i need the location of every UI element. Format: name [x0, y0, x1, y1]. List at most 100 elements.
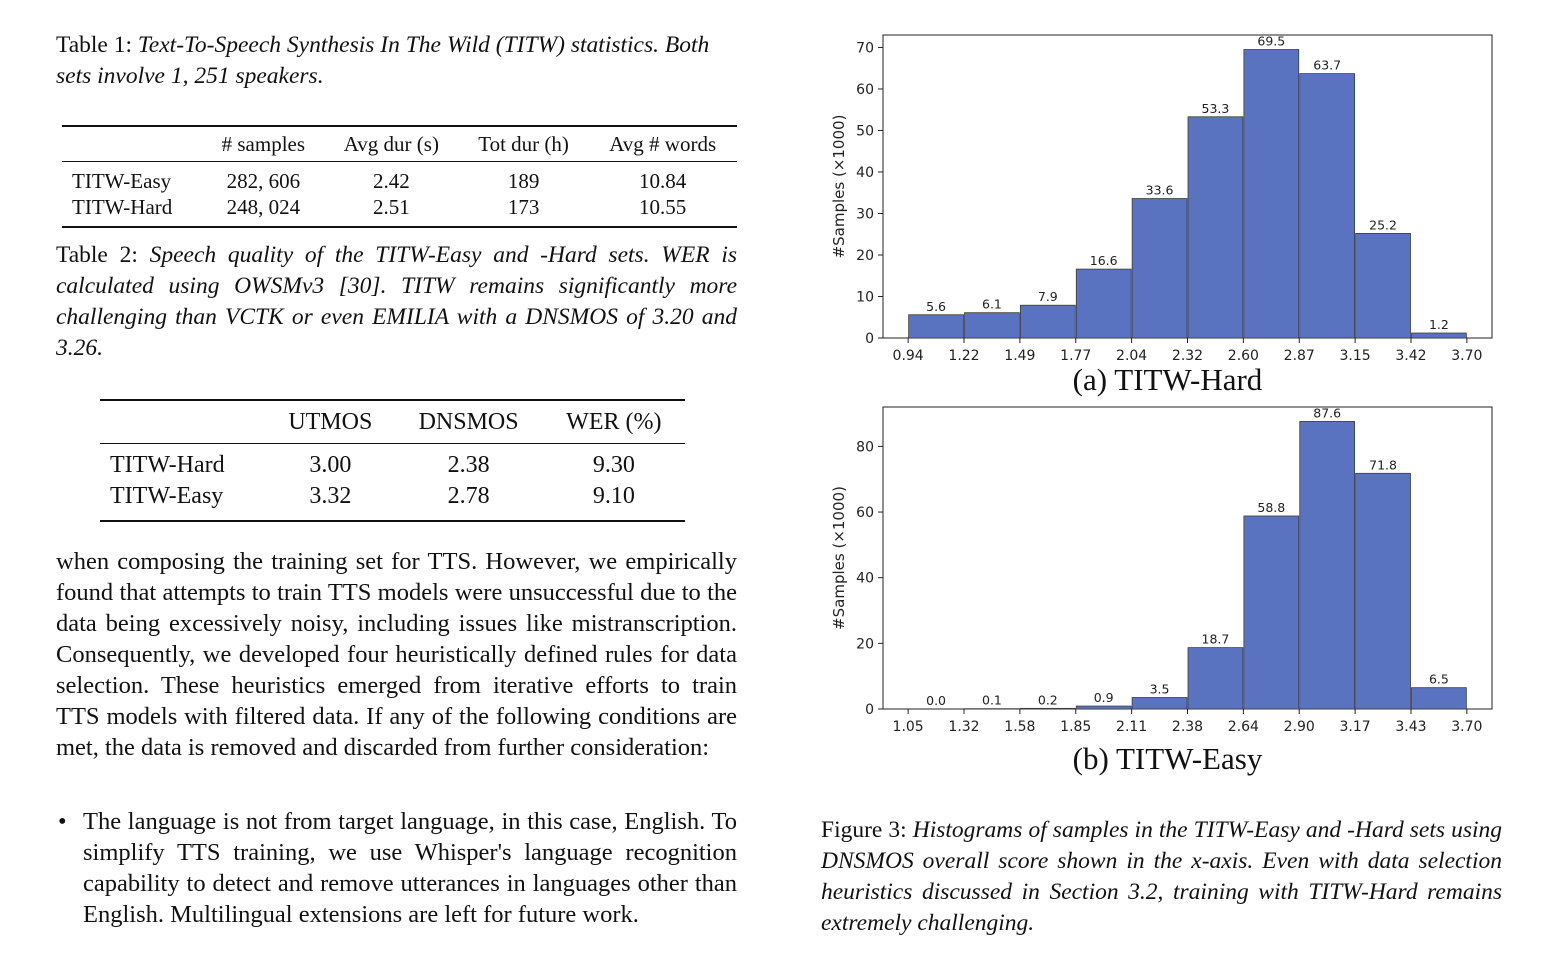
statistics-table: # samples Avg dur (s) Tot dur (h) Avg # …	[62, 125, 737, 228]
quality-table: UTMOS DNSMOS WER (%) TITW-Hard 3.00 2.38…	[100, 399, 685, 522]
table-cell: 2.38	[447, 452, 490, 478]
histogram-bar	[1131, 198, 1188, 339]
table-cell: TITW-Easy	[72, 168, 172, 193]
bar-value-label: 63.7	[1313, 58, 1341, 73]
table2-header-utmos: UTMOS	[288, 408, 373, 435]
table1-header-tot-dur: Tot dur (h)	[478, 131, 569, 156]
histogram-bar	[1075, 705, 1132, 710]
x-tick-label: 3.17	[1340, 719, 1371, 735]
x-tick-label: 1.58	[1004, 719, 1035, 735]
x-tick-label: 1.85	[1060, 719, 1091, 735]
table-cell: 3.32	[309, 483, 352, 509]
histogram-bar	[1019, 707, 1076, 710]
bullet-item: • The language is not from target langua…	[56, 806, 737, 930]
table-cell: 9.10	[592, 483, 635, 509]
histogram-bar	[1187, 647, 1244, 710]
table1-caption: Table 1: Text-To-Speech Synthesis In The…	[56, 30, 737, 92]
table-cell: TITW-Hard	[110, 452, 225, 478]
y-tick-label: 30	[856, 206, 874, 222]
y-tick-label: 50	[856, 123, 874, 139]
y-tick-label: 20	[856, 248, 874, 264]
bar-value-label: 16.6	[1090, 253, 1118, 268]
y-axis-label: #Samples (×1000)	[830, 486, 848, 630]
table-cell: 248, 024	[226, 194, 301, 219]
x-tick-label: 1.05	[893, 719, 924, 735]
x-tick-label: 2.64	[1228, 719, 1259, 735]
histogram-bar	[1355, 472, 1411, 710]
y-tick-label: 0	[865, 331, 874, 347]
table-cell: TITW-Hard	[72, 194, 173, 219]
table-cell: TITW-Easy	[110, 483, 224, 509]
figure-caption-text: Histograms of samples in the TITW-Easy a…	[821, 817, 1502, 936]
bar-value-label: 18.7	[1202, 632, 1230, 647]
table-row: TITW-Easy 3.32 2.78 9.10	[100, 481, 685, 521]
histogram-titw-hard: 0 10 20 30 40 50 60 70 5.6 6.1 7.9 16.6 33.6 53.3 69.5…	[830, 34, 1493, 397]
table1-header-avg-words: Avg # words	[609, 131, 717, 156]
bar-value-label: 3.5	[1150, 682, 1170, 697]
bullet-text: The language is not from target language…	[83, 808, 737, 928]
bullet-dot-icon: •	[58, 808, 67, 835]
bar-value-label: 0.2	[1038, 692, 1058, 707]
table-cell: 189	[507, 168, 540, 193]
table2-header-dnsmos: DNSMOS	[418, 408, 519, 435]
x-tick-label: 2.38	[1172, 719, 1203, 735]
x-tick-label: 0.94	[893, 348, 924, 364]
histogram-bar	[1187, 116, 1244, 339]
histogram-titw-easy: 0 20 40 60 80 0.0 0.1 0.2 0.9 3.5 18.7 58.8 87.6 71.8…	[830, 405, 1493, 776]
bar-value-label: 1.2	[1429, 317, 1449, 332]
histogram-bar	[964, 312, 1020, 339]
bar-value-label: 6.1	[982, 297, 1002, 312]
histogram-bar	[1411, 332, 1467, 339]
histogram-bar	[1355, 233, 1411, 339]
x-tick-label: 3.70	[1451, 348, 1482, 364]
table1-caption-label: Table 1:	[56, 32, 133, 58]
bar-value-label: 69.5	[1257, 34, 1285, 49]
table2-caption: Table 2: Speech quality of the TITW-Easy…	[56, 240, 737, 364]
histogram-bar	[1075, 268, 1132, 339]
body-paragraph: when composing the training set for TTS.…	[56, 548, 737, 761]
table2-header-wer: WER (%)	[566, 408, 662, 435]
x-tick-label: 2.60	[1228, 348, 1259, 364]
bar-value-label: 5.6	[926, 299, 946, 314]
histogram-bar	[1019, 304, 1076, 339]
x-tick-label: 2.90	[1284, 719, 1315, 735]
table-row: TITW-Hard 3.00 2.38 9.30	[100, 444, 685, 482]
table1-header-empty	[62, 126, 203, 162]
y-tick-label: 40	[856, 571, 874, 587]
table1-header-avg-dur: Avg dur (s)	[343, 131, 439, 156]
y-tick-label: 70	[856, 40, 874, 56]
histogram-bar	[1411, 687, 1467, 710]
table-cell: 2.42	[372, 168, 410, 193]
y-tick-label: 10	[856, 289, 874, 305]
histogram-bar	[908, 314, 964, 339]
y-tick-label: 60	[856, 82, 874, 98]
table-cell: 3.00	[309, 452, 352, 478]
x-tick-label: 1.22	[948, 348, 979, 364]
bar-value-label: 0.0	[926, 693, 946, 708]
table-cell: 10.55	[639, 194, 687, 219]
table-cell: 9.30	[592, 452, 635, 478]
bar-value-label: 87.6	[1313, 405, 1341, 420]
subplot-title: (b) TITW-Easy	[1073, 741, 1263, 776]
x-tick-label: 2.11	[1116, 719, 1147, 735]
x-tick-label: 3.15	[1340, 348, 1371, 364]
table2-caption-text: Speech quality of the TITW-Easy and -Har…	[56, 242, 737, 361]
bar-value-label: 0.1	[982, 693, 1002, 708]
y-tick-label: 40	[856, 165, 874, 181]
bar-value-label: 71.8	[1369, 457, 1397, 472]
x-tick-label: 3.70	[1451, 719, 1482, 735]
table2-caption-label: Table 2:	[56, 242, 138, 268]
bar-value-label: 53.3	[1202, 101, 1230, 116]
figure-caption-label: Figure 3:	[821, 817, 907, 843]
x-tick-label: 2.04	[1116, 348, 1147, 364]
subplot-title: (a) TITW-Hard	[1073, 362, 1263, 397]
bar-value-label: 25.2	[1369, 217, 1397, 232]
x-tick-label: 1.32	[948, 719, 979, 735]
y-tick-label: 0	[865, 702, 874, 718]
x-tick-label: 1.49	[1004, 348, 1035, 364]
table-cell: 2.78	[447, 483, 490, 509]
table-cell: 173	[507, 194, 540, 219]
figure-caption: Figure 3: Histograms of samples in the T…	[821, 815, 1502, 939]
table2-header-empty	[100, 400, 266, 444]
histogram-bar	[1243, 49, 1300, 339]
